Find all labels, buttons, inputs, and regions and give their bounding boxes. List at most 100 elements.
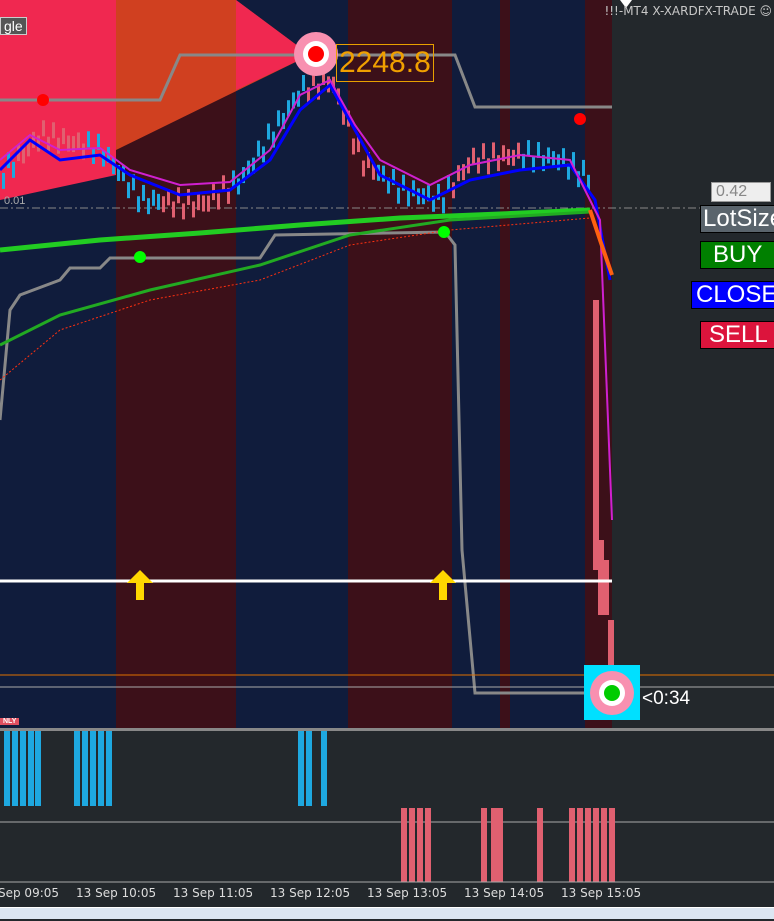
histogram-bar (401, 808, 407, 882)
price-label: 2248.8 (336, 44, 434, 82)
time-label: Sep 09:05 (0, 886, 60, 900)
time-label: 13 Sep 12:05 (270, 886, 351, 900)
candle (567, 163, 570, 180)
candle (322, 68, 325, 85)
candle (497, 155, 500, 172)
histogram-bar (425, 808, 431, 882)
candle (247, 160, 250, 177)
candle (477, 157, 480, 174)
histogram-bar (306, 731, 312, 806)
triangle-pattern-c (236, 0, 310, 90)
candle (427, 185, 430, 202)
candle (522, 153, 525, 170)
level-label: 0.01 (4, 195, 26, 207)
ma-green-slow (0, 210, 591, 347)
candle (452, 182, 455, 199)
candle (442, 197, 445, 214)
candle (547, 147, 550, 164)
close-button[interactable]: CLOSE (691, 281, 774, 309)
candle (72, 136, 75, 153)
lot-size-label: LotSize (700, 205, 774, 233)
time-label: 13 Sep 15:05 (561, 886, 642, 900)
candle (97, 133, 100, 150)
ma-blue (0, 82, 612, 281)
candle (117, 164, 120, 181)
candle (27, 140, 30, 157)
histogram-bar (35, 731, 41, 806)
histogram-bar (12, 731, 18, 806)
candle (147, 198, 150, 215)
candle (162, 196, 165, 213)
candle (277, 110, 280, 127)
histogram-bar (481, 808, 487, 882)
candle (447, 175, 450, 192)
top-dot-1 (37, 94, 49, 106)
candle (182, 203, 185, 220)
histogram-bar (569, 808, 575, 882)
candle (562, 148, 565, 165)
top-dot-2 (574, 113, 586, 125)
histogram-bar (609, 808, 615, 882)
orange-signal (588, 209, 614, 276)
histogram-bar (409, 808, 415, 882)
time-label: 13 Sep 14:05 (464, 886, 545, 900)
candle (598, 540, 604, 615)
lot-size-input[interactable]: 0.42 (711, 182, 771, 202)
histogram-bar (298, 731, 304, 806)
ma-red-dotted (0, 217, 591, 381)
candle (382, 165, 385, 182)
candle (472, 147, 475, 164)
candle (52, 122, 55, 139)
candle (237, 178, 240, 195)
candle (132, 174, 135, 191)
candle (157, 193, 160, 210)
candle (252, 157, 255, 174)
candle (432, 195, 435, 212)
histogram-bar (28, 731, 34, 806)
candle (593, 300, 599, 570)
horizontal-scrollbar[interactable] (0, 907, 774, 919)
buy-button[interactable]: BUY (700, 241, 774, 269)
candle (352, 138, 355, 155)
ma-green-thick (0, 207, 591, 253)
candle (362, 160, 365, 177)
candle (397, 187, 400, 204)
object-tag: gle (0, 17, 27, 35)
candle (417, 188, 420, 205)
candle (307, 87, 310, 104)
candle (112, 158, 115, 175)
candle (582, 159, 585, 176)
candle (202, 195, 205, 212)
bottom-dot-1 (134, 251, 146, 263)
histogram-bar (106, 731, 112, 806)
histogram-bar (491, 808, 497, 882)
candle (292, 92, 295, 109)
histogram-bar (90, 731, 96, 806)
candle (217, 193, 220, 210)
time-label: 13 Sep 13:05 (367, 886, 448, 900)
candle (387, 177, 390, 194)
gray-channel-lower (0, 230, 590, 695)
candle (152, 189, 155, 206)
candle (402, 174, 405, 191)
candle (167, 189, 170, 206)
candle (412, 180, 415, 197)
sell-button[interactable]: SELL (700, 321, 774, 349)
candle (137, 196, 140, 213)
candle (142, 184, 145, 201)
candle (127, 182, 130, 199)
bottom-dot-2 (438, 226, 450, 238)
histogram-bar (20, 731, 26, 806)
candle (572, 152, 575, 169)
candle (267, 123, 270, 140)
window-title: !!!-MT4 X-XARDFX-TRADE ☺ (604, 4, 772, 18)
histogram-bar (497, 808, 503, 882)
candle (87, 131, 90, 148)
candle (367, 152, 370, 169)
trend-band (348, 0, 452, 728)
candle (272, 131, 275, 148)
candle (492, 142, 495, 159)
candle (32, 131, 35, 148)
candle (502, 145, 505, 162)
